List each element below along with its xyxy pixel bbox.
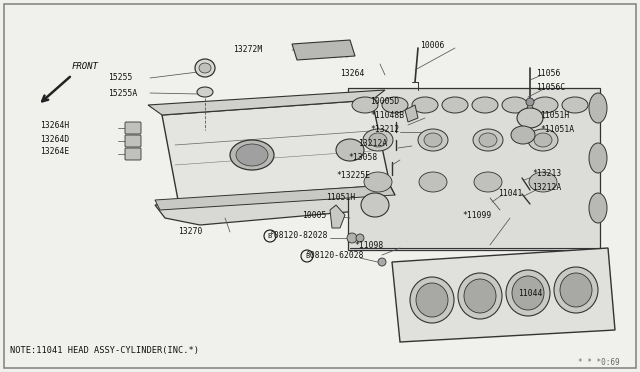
Text: 10006: 10006	[420, 42, 444, 51]
Ellipse shape	[419, 172, 447, 192]
Ellipse shape	[412, 97, 438, 113]
Text: 10005: 10005	[302, 211, 326, 219]
Ellipse shape	[416, 283, 448, 317]
Ellipse shape	[230, 140, 274, 170]
Text: *11048B: *11048B	[370, 112, 404, 121]
Ellipse shape	[529, 172, 557, 192]
Ellipse shape	[363, 129, 393, 151]
Ellipse shape	[473, 129, 503, 151]
Ellipse shape	[197, 87, 213, 97]
Ellipse shape	[562, 97, 588, 113]
Text: *11098: *11098	[354, 241, 383, 250]
FancyBboxPatch shape	[125, 135, 141, 147]
Ellipse shape	[410, 277, 454, 323]
Ellipse shape	[554, 267, 598, 313]
Text: B: B	[305, 253, 309, 259]
Text: NOTE:11041 HEAD ASSY-CYLINDER(INC.*): NOTE:11041 HEAD ASSY-CYLINDER(INC.*)	[10, 346, 199, 355]
Circle shape	[378, 258, 386, 266]
Ellipse shape	[502, 97, 528, 113]
Polygon shape	[348, 88, 600, 250]
Polygon shape	[292, 40, 355, 60]
Text: 13212A: 13212A	[532, 183, 561, 192]
Ellipse shape	[474, 172, 502, 192]
Ellipse shape	[512, 276, 544, 310]
Ellipse shape	[589, 143, 607, 173]
Text: 11044: 11044	[518, 289, 542, 298]
Ellipse shape	[382, 97, 408, 113]
Text: *13225E: *13225E	[336, 171, 370, 180]
Circle shape	[526, 98, 534, 106]
Ellipse shape	[369, 133, 387, 147]
FancyBboxPatch shape	[125, 122, 141, 134]
Text: *13058: *13058	[348, 154, 377, 163]
Ellipse shape	[352, 97, 378, 113]
Ellipse shape	[442, 97, 468, 113]
Text: *11051A: *11051A	[540, 125, 574, 135]
Polygon shape	[155, 185, 395, 210]
Ellipse shape	[458, 273, 502, 319]
Ellipse shape	[464, 279, 496, 313]
Ellipse shape	[589, 93, 607, 123]
Polygon shape	[405, 105, 418, 122]
Ellipse shape	[418, 129, 448, 151]
Text: 11056C: 11056C	[536, 83, 565, 93]
Ellipse shape	[236, 144, 268, 166]
Text: *13212: *13212	[370, 125, 399, 135]
Polygon shape	[162, 100, 390, 200]
Circle shape	[356, 234, 364, 242]
Ellipse shape	[195, 59, 215, 77]
Ellipse shape	[424, 133, 442, 147]
Ellipse shape	[199, 63, 211, 73]
Ellipse shape	[511, 126, 535, 144]
Text: °08120-82028: °08120-82028	[270, 231, 328, 241]
Text: * * *0:69: * * *0:69	[579, 358, 620, 367]
Text: 10005D: 10005D	[370, 97, 399, 106]
Ellipse shape	[534, 133, 552, 147]
Circle shape	[347, 233, 357, 243]
Ellipse shape	[532, 97, 558, 113]
Text: 13264E: 13264E	[40, 148, 69, 157]
Text: 13270: 13270	[178, 228, 202, 237]
Text: 15255A: 15255A	[108, 89, 137, 97]
Text: 11056: 11056	[536, 68, 561, 77]
Text: 13212A: 13212A	[358, 140, 387, 148]
FancyBboxPatch shape	[125, 148, 141, 160]
Text: 13264D: 13264D	[40, 135, 69, 144]
Text: °08120-62028: °08120-62028	[306, 251, 365, 260]
Polygon shape	[155, 190, 395, 225]
Text: 13272M: 13272M	[233, 45, 262, 55]
Text: 11041: 11041	[498, 189, 522, 198]
Ellipse shape	[472, 97, 498, 113]
Ellipse shape	[364, 172, 392, 192]
Polygon shape	[148, 90, 385, 115]
Text: *13213: *13213	[532, 169, 561, 177]
Ellipse shape	[560, 273, 592, 307]
Ellipse shape	[589, 193, 607, 223]
Ellipse shape	[528, 129, 558, 151]
Text: B: B	[268, 233, 272, 239]
Ellipse shape	[336, 139, 364, 161]
Ellipse shape	[479, 133, 497, 147]
Text: FRONT: FRONT	[72, 62, 99, 71]
Ellipse shape	[517, 108, 543, 128]
Ellipse shape	[506, 270, 550, 316]
Text: 11051H: 11051H	[326, 193, 355, 202]
Polygon shape	[330, 205, 345, 228]
Text: 15255: 15255	[108, 74, 132, 83]
Polygon shape	[392, 248, 615, 342]
Text: 13264H: 13264H	[40, 122, 69, 131]
Text: 11051H: 11051H	[540, 112, 569, 121]
Text: *11099: *11099	[462, 211, 492, 219]
Text: 13264: 13264	[340, 68, 364, 77]
Ellipse shape	[361, 193, 389, 217]
